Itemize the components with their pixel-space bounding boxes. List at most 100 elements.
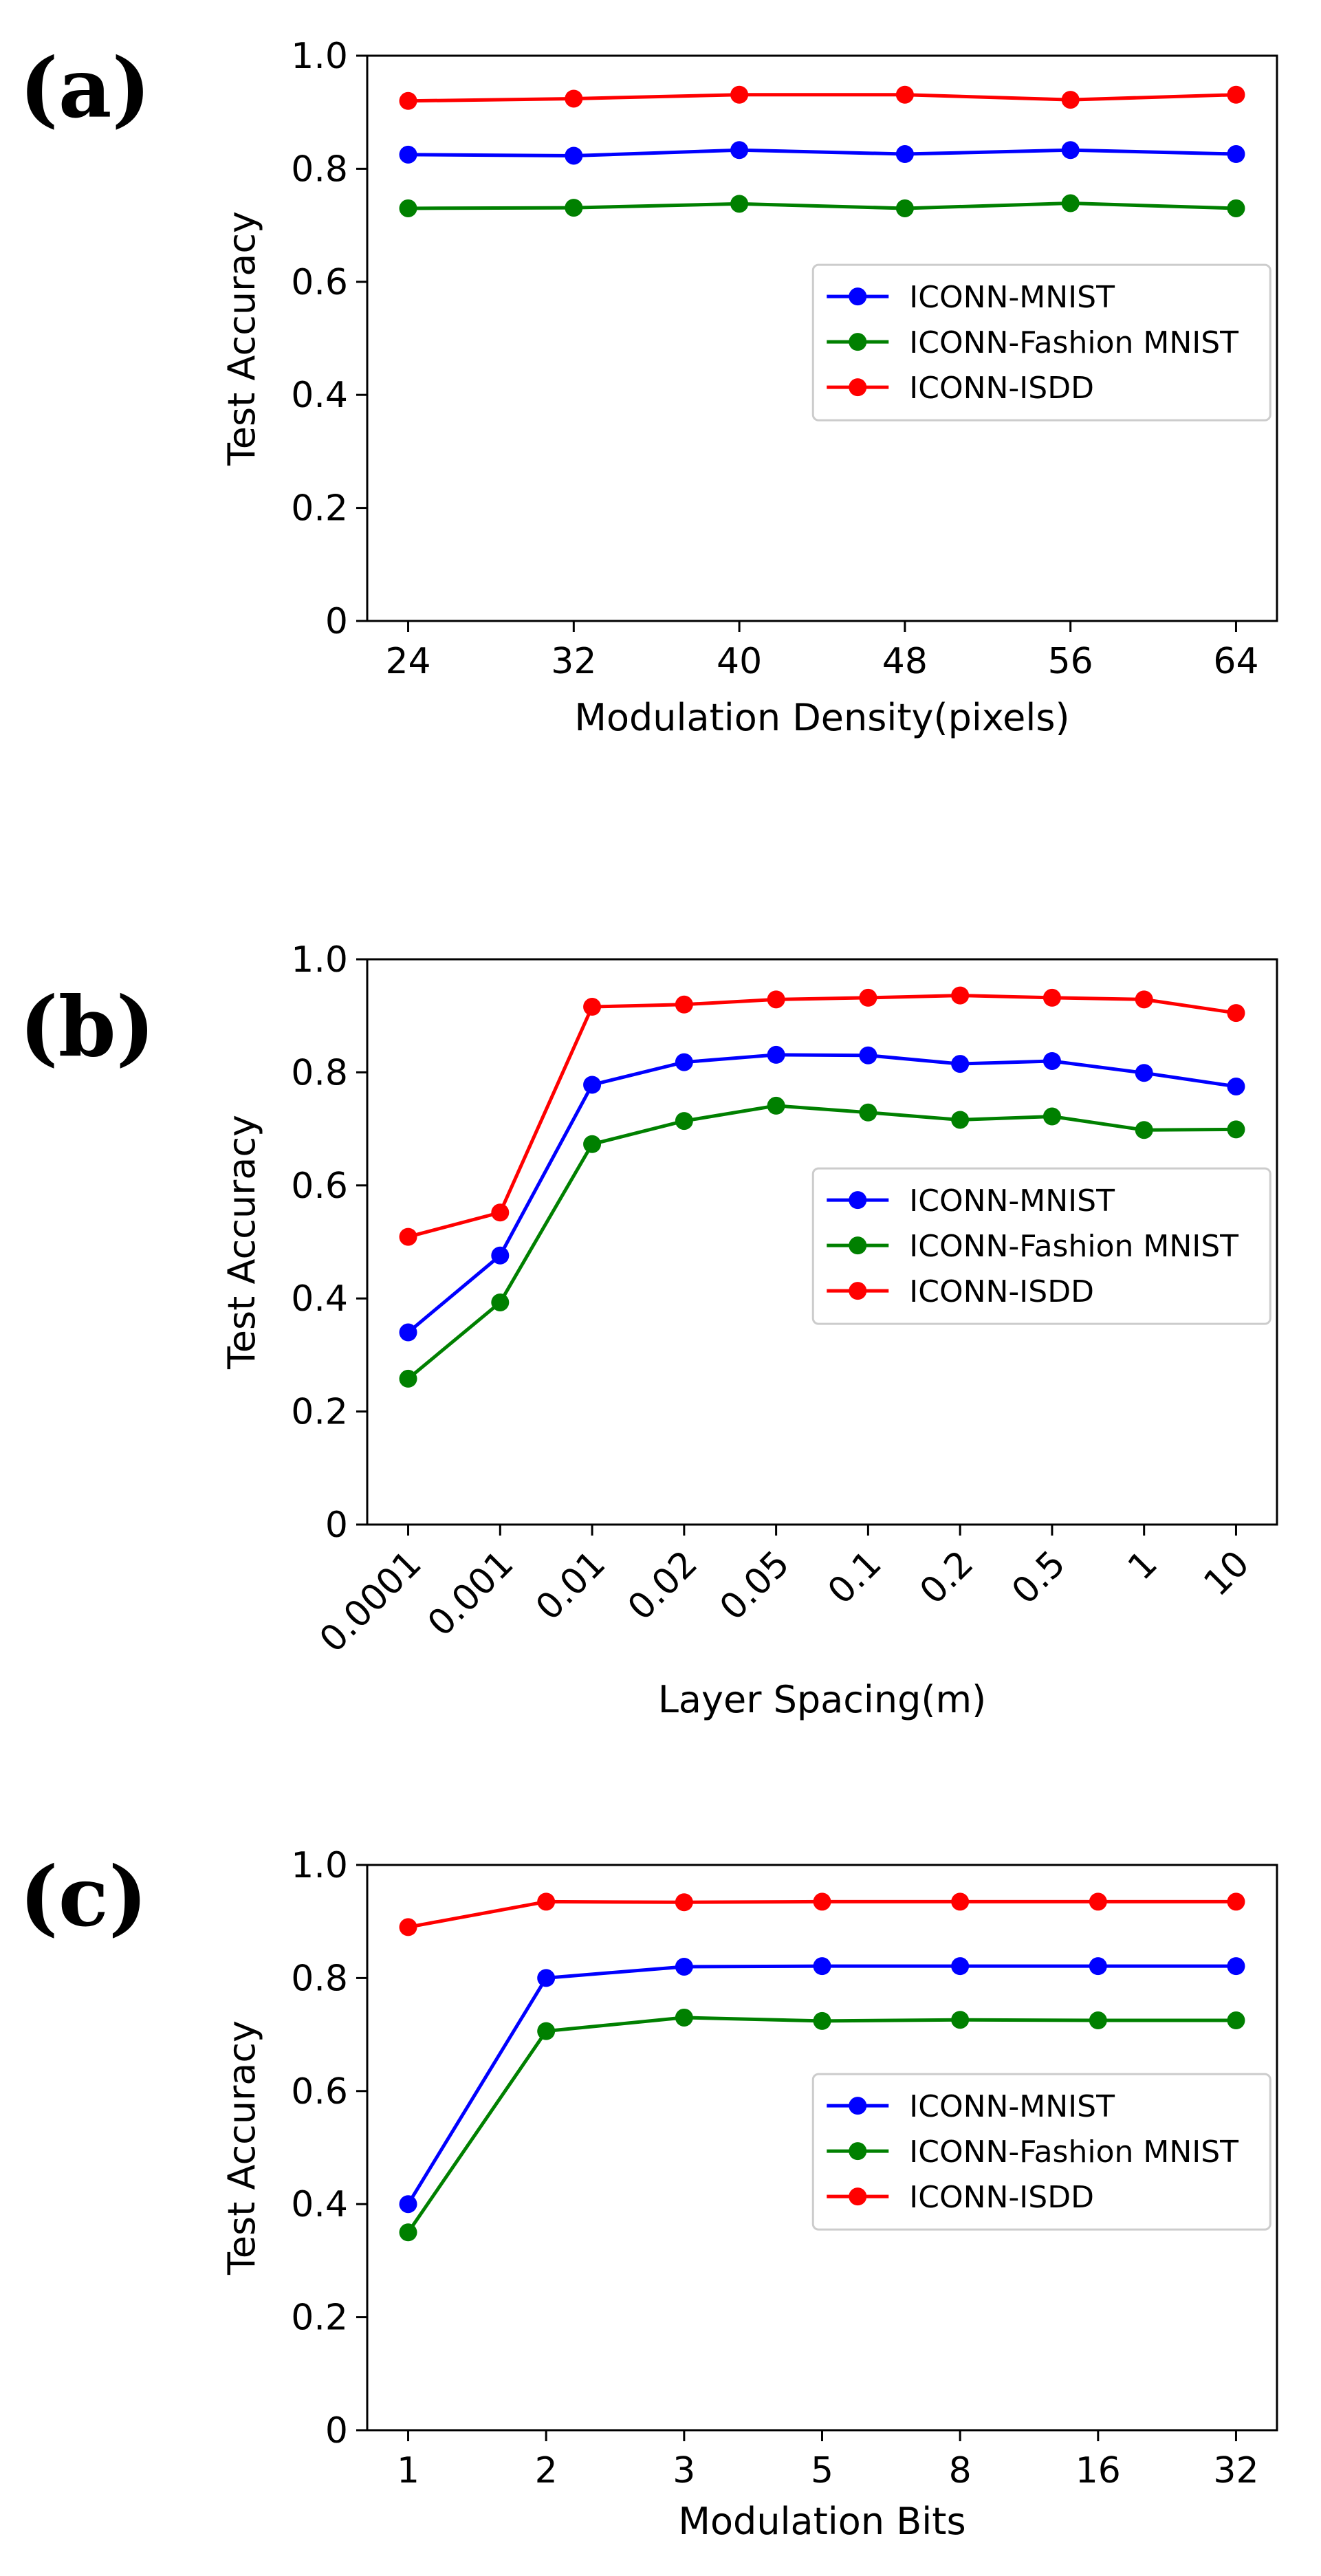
legend-label: ICONN-MNIST (909, 280, 1115, 315)
y-tick-label: 0 (325, 1505, 348, 1546)
y-tick-label: 0.6 (291, 1166, 348, 1207)
x-tick-label: 3 (673, 2450, 695, 2491)
data-point (1061, 141, 1080, 160)
data-point (1227, 2011, 1245, 2030)
x-axis-title: Layer Spacing(m) (658, 1678, 986, 1721)
x-tick-label: 64 (1213, 641, 1258, 682)
legend-marker (849, 287, 867, 306)
legend-marker (849, 1236, 867, 1255)
data-point (895, 199, 914, 217)
data-point (730, 141, 749, 160)
panel-label: (b) (19, 979, 155, 1076)
legend-marker (849, 2187, 867, 2206)
legend-marker (849, 333, 867, 351)
legend-label: ICONN-ISDD (909, 1274, 1094, 1309)
y-tick-label: 0.4 (291, 1278, 348, 1320)
y-axis-title: Test Accuracy (220, 2020, 263, 2275)
x-axis-title: Modulation Density(pixels) (574, 696, 1069, 739)
y-tick-label: 1.0 (291, 36, 348, 77)
data-point (859, 1046, 877, 1065)
data-point (537, 2022, 556, 2040)
data-point (730, 85, 749, 104)
data-point (859, 1103, 877, 1122)
x-tick-label: 8 (949, 2450, 972, 2491)
data-point (1042, 1051, 1061, 1070)
y-tick-label: 0.8 (291, 1052, 348, 1093)
data-point (767, 1096, 785, 1115)
plot-frame (366, 958, 1278, 1526)
data-point (1061, 194, 1080, 212)
legend-marker (849, 1191, 867, 1210)
x-tick-label: 0.05 (712, 1543, 798, 1628)
x-tick-label: 0.1 (820, 1543, 890, 1613)
data-point (767, 990, 785, 1009)
data-point (399, 145, 417, 164)
x-tick-label: 2 (535, 2450, 558, 2491)
chart-panel-a: (a) 0 0.2 0.4 0.6 0.8 1.0 24 32 40 48 56 64 Modulatio… (19, 36, 1278, 739)
data-point (675, 1053, 693, 1071)
y-tick-label: 0.6 (291, 262, 348, 303)
data-point (813, 1892, 831, 1911)
x-tick-label: 0.5 (1004, 1543, 1073, 1613)
data-point (951, 1111, 970, 1129)
data-point (399, 91, 417, 110)
data-point (491, 1293, 510, 1311)
data-point (1135, 1121, 1153, 1139)
series-line-iconn-fashion-mnist (406, 1104, 1236, 1380)
data-point (399, 2195, 417, 2214)
data-point (1042, 1107, 1061, 1126)
data-point (1227, 1120, 1245, 1139)
data-point (1042, 988, 1061, 1007)
y-tick-label: 0.8 (291, 1958, 348, 1999)
data-point (675, 2008, 693, 2027)
y-tick-label: 0 (325, 2410, 348, 2452)
data-point (583, 1076, 602, 1094)
data-point (399, 199, 417, 217)
y-tick-label: 0 (325, 601, 348, 642)
data-point (1227, 1892, 1245, 1911)
data-point (1227, 85, 1245, 104)
data-point (399, 2223, 417, 2242)
x-tick-label: 40 (717, 641, 762, 682)
data-point (399, 1227, 417, 1246)
data-point (537, 1969, 556, 1987)
panel-label: (c) (19, 1848, 148, 1945)
legend-label: ICONN-ISDD (909, 2180, 1094, 2215)
data-point (1135, 1064, 1153, 1082)
chart-panel-c: (c) 0 0.2 0.4 0.6 0.8 1.0 1 2 3 5 8 16 32 Modulation B… (19, 1845, 1278, 2543)
data-point (1227, 1077, 1245, 1095)
data-point (951, 1957, 970, 1976)
x-tick-label: 32 (551, 641, 596, 682)
series-line-iconn-isdd (408, 93, 1236, 103)
data-point (675, 1112, 693, 1131)
data-point (951, 1055, 970, 1073)
data-point (951, 2011, 970, 2029)
x-tick-label: 0.001 (420, 1543, 522, 1645)
x-tick-label: 16 (1076, 2450, 1121, 2491)
x-tick-label: 5 (811, 2450, 833, 2491)
data-point (537, 1892, 556, 1911)
data-point (675, 1893, 693, 1912)
y-tick-label: 0.4 (291, 2184, 348, 2225)
data-point (399, 1369, 417, 1388)
legend-marker (849, 1282, 867, 1300)
data-point (859, 988, 877, 1007)
y-tick-label: 0.2 (291, 1392, 348, 1433)
data-point (951, 986, 970, 1005)
y-tick-label: 1.0 (291, 1845, 348, 1886)
data-point (1089, 1957, 1107, 1976)
data-point (951, 1892, 970, 1911)
x-tick-label: 0.2 (912, 1543, 981, 1613)
series-line-iconn-mnist (406, 1053, 1236, 1334)
y-tick-label: 0.2 (291, 488, 348, 530)
legend-label: ICONN-MNIST (909, 2089, 1115, 2124)
data-point (491, 1246, 510, 1265)
legend-label: ICONN-ISDD (909, 371, 1094, 406)
data-point (730, 195, 749, 213)
x-tick-label: 56 (1048, 641, 1093, 682)
data-point (583, 1135, 602, 1153)
data-point (675, 1957, 693, 1976)
legend-marker (849, 2142, 867, 2161)
data-point (1061, 91, 1080, 109)
